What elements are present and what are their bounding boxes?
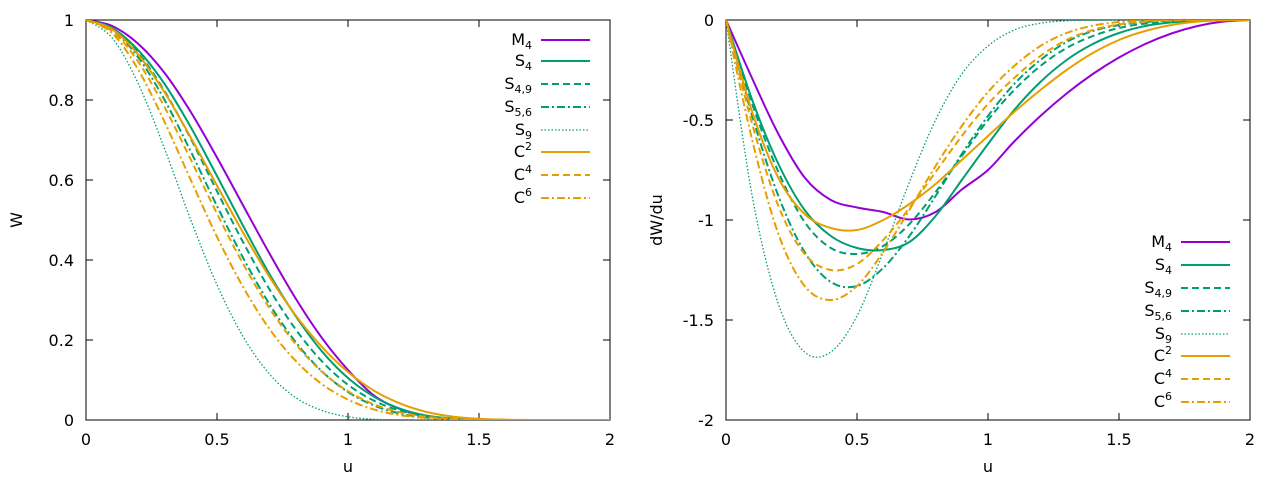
legend-label-C4: C4 (514, 163, 532, 184)
plot-frame (725, 19, 1251, 421)
y-tick-label: -1 (698, 211, 714, 230)
series-line-C6 (86, 20, 610, 420)
x-tick-label: 0 (721, 430, 731, 449)
y-tick-label: 0 (64, 411, 74, 430)
legend-label-C6: C6 (1154, 390, 1172, 411)
y-tick-label: -2 (698, 411, 714, 430)
y-tick-label: 0.8 (49, 91, 74, 110)
legend-label-M4: M4 (1151, 232, 1172, 254)
legend-label-C4: C4 (1154, 367, 1172, 388)
x-tick-label: 2 (1245, 430, 1255, 449)
legend-label-S4-9: S4,9 (1144, 278, 1172, 300)
legend-label-S4: S4 (515, 51, 532, 73)
legend-label-S5-6: S5,6 (504, 97, 532, 119)
x-tick-label: 1.5 (1106, 430, 1131, 449)
legend-label-S9: S9 (515, 120, 532, 142)
series-line-C2 (86, 20, 610, 420)
legend-label-M4: M4 (511, 30, 532, 52)
legend-label-S9: S9 (1155, 324, 1172, 346)
series-line-S4 (726, 20, 1250, 252)
plot-frame (85, 19, 611, 421)
legend-label-C2: C2 (1154, 344, 1172, 365)
x-axis-label: u (343, 457, 353, 476)
legend-label-C2: C2 (514, 140, 532, 161)
series-line-C2 (726, 20, 1250, 232)
y-axis-label: dW/du (647, 194, 666, 246)
series-line-S9 (726, 20, 1250, 358)
series-line-C6 (726, 20, 1250, 301)
series-line-S4-9 (86, 20, 610, 420)
x-axis-label: u (983, 457, 993, 476)
series-line-S4 (86, 20, 610, 420)
x-tick-label: 2 (605, 430, 615, 449)
y-tick-label: 0 (704, 11, 714, 30)
x-tick-label: 0.5 (844, 430, 869, 449)
series-line-M4 (726, 20, 1250, 221)
series-line-C4 (86, 20, 610, 420)
chart-w: 0 0.5 1 1.5 200.20.40.60.81uWM4S4S4,9S5,6S9C… (7, 11, 615, 476)
x-tick-label: 1 (343, 430, 353, 449)
y-tick-label: -1.5 (683, 311, 714, 330)
x-tick-label: 0 (81, 430, 91, 449)
y-tick-label: 0.2 (49, 331, 74, 350)
y-tick-label: -0.5 (683, 111, 714, 130)
y-tick-label: 0.6 (49, 171, 74, 190)
legend-label-S5-6: S5,6 (1144, 301, 1172, 323)
x-tick-label: 1 (983, 430, 993, 449)
x-tick-label: 0.5 (204, 430, 229, 449)
legend-label-S4-9: S4,9 (504, 74, 532, 96)
legend-label-S4: S4 (1155, 255, 1172, 277)
series-line-S5-6 (86, 20, 610, 420)
y-axis-label: W (7, 212, 26, 228)
legend-label-C6: C6 (514, 186, 532, 207)
series-line-S9 (86, 20, 610, 420)
chart-dw-du: 0 0.5 1 1.5 2 -2 -1.5 -1 -0.5 0 u dW/du M4S4S4,9S5,6… (647, 11, 1255, 476)
y-tick-label: 1 (64, 11, 74, 30)
x-tick-label: 1.5 (466, 430, 491, 449)
series-line-M4 (86, 20, 610, 420)
series-line-C4 (726, 20, 1250, 272)
y-tick-label: 0.4 (49, 251, 74, 270)
